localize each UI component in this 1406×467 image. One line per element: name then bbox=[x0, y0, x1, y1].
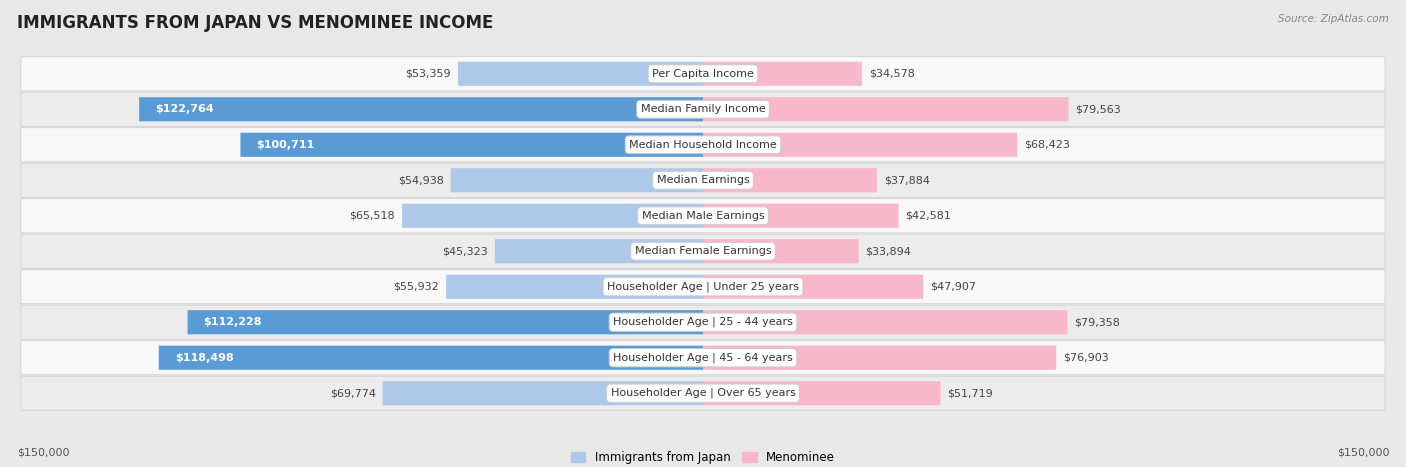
FancyBboxPatch shape bbox=[21, 305, 1385, 339]
FancyBboxPatch shape bbox=[703, 204, 898, 228]
Text: Householder Age | Under 25 years: Householder Age | Under 25 years bbox=[607, 282, 799, 292]
FancyBboxPatch shape bbox=[703, 239, 859, 263]
Text: $122,764: $122,764 bbox=[155, 104, 214, 114]
FancyBboxPatch shape bbox=[703, 62, 862, 86]
FancyBboxPatch shape bbox=[21, 341, 1385, 375]
FancyBboxPatch shape bbox=[21, 163, 1385, 197]
Text: $68,423: $68,423 bbox=[1024, 140, 1070, 150]
Text: $79,358: $79,358 bbox=[1074, 317, 1121, 327]
Text: $76,903: $76,903 bbox=[1063, 353, 1109, 363]
Text: Median Earnings: Median Earnings bbox=[657, 175, 749, 185]
Text: $51,719: $51,719 bbox=[948, 388, 993, 398]
FancyBboxPatch shape bbox=[21, 199, 1385, 233]
Text: Median Male Earnings: Median Male Earnings bbox=[641, 211, 765, 221]
FancyBboxPatch shape bbox=[21, 128, 1385, 162]
Text: $42,581: $42,581 bbox=[905, 211, 952, 221]
Text: $45,323: $45,323 bbox=[443, 246, 488, 256]
FancyBboxPatch shape bbox=[159, 346, 703, 370]
FancyBboxPatch shape bbox=[382, 381, 703, 405]
Text: $69,774: $69,774 bbox=[329, 388, 375, 398]
Text: $47,907: $47,907 bbox=[929, 282, 976, 292]
Text: Source: ZipAtlas.com: Source: ZipAtlas.com bbox=[1278, 14, 1389, 24]
Text: $150,000: $150,000 bbox=[1337, 448, 1389, 458]
FancyBboxPatch shape bbox=[703, 275, 922, 299]
FancyBboxPatch shape bbox=[21, 376, 1385, 410]
Text: IMMIGRANTS FROM JAPAN VS MENOMINEE INCOME: IMMIGRANTS FROM JAPAN VS MENOMINEE INCOM… bbox=[17, 14, 494, 32]
FancyBboxPatch shape bbox=[21, 270, 1385, 304]
FancyBboxPatch shape bbox=[703, 310, 1067, 334]
Text: Householder Age | 45 - 64 years: Householder Age | 45 - 64 years bbox=[613, 353, 793, 363]
Text: Householder Age | Over 65 years: Householder Age | Over 65 years bbox=[610, 388, 796, 398]
FancyBboxPatch shape bbox=[402, 204, 703, 228]
FancyBboxPatch shape bbox=[495, 239, 703, 263]
FancyBboxPatch shape bbox=[446, 275, 703, 299]
FancyBboxPatch shape bbox=[21, 57, 1385, 91]
Text: $54,938: $54,938 bbox=[398, 175, 444, 185]
Text: $112,228: $112,228 bbox=[204, 317, 262, 327]
FancyBboxPatch shape bbox=[703, 346, 1056, 370]
Text: $53,359: $53,359 bbox=[405, 69, 451, 79]
Text: Median Female Earnings: Median Female Earnings bbox=[634, 246, 772, 256]
Text: Median Household Income: Median Household Income bbox=[628, 140, 778, 150]
Text: $33,894: $33,894 bbox=[866, 246, 911, 256]
FancyBboxPatch shape bbox=[451, 168, 703, 192]
Text: $79,563: $79,563 bbox=[1076, 104, 1121, 114]
Text: Per Capita Income: Per Capita Income bbox=[652, 69, 754, 79]
FancyBboxPatch shape bbox=[458, 62, 703, 86]
Text: $65,518: $65,518 bbox=[350, 211, 395, 221]
FancyBboxPatch shape bbox=[703, 133, 1018, 157]
FancyBboxPatch shape bbox=[21, 92, 1385, 126]
Legend: Immigrants from Japan, Menominee: Immigrants from Japan, Menominee bbox=[567, 446, 839, 467]
FancyBboxPatch shape bbox=[240, 133, 703, 157]
FancyBboxPatch shape bbox=[703, 168, 877, 192]
Text: $118,498: $118,498 bbox=[174, 353, 233, 363]
FancyBboxPatch shape bbox=[703, 381, 941, 405]
FancyBboxPatch shape bbox=[703, 97, 1069, 121]
FancyBboxPatch shape bbox=[187, 310, 703, 334]
Text: $55,932: $55,932 bbox=[394, 282, 439, 292]
Text: $150,000: $150,000 bbox=[17, 448, 69, 458]
Text: $34,578: $34,578 bbox=[869, 69, 914, 79]
FancyBboxPatch shape bbox=[139, 97, 703, 121]
FancyBboxPatch shape bbox=[21, 234, 1385, 268]
Text: $100,711: $100,711 bbox=[256, 140, 315, 150]
Text: Median Family Income: Median Family Income bbox=[641, 104, 765, 114]
Text: Householder Age | 25 - 44 years: Householder Age | 25 - 44 years bbox=[613, 317, 793, 327]
Text: $37,884: $37,884 bbox=[884, 175, 929, 185]
